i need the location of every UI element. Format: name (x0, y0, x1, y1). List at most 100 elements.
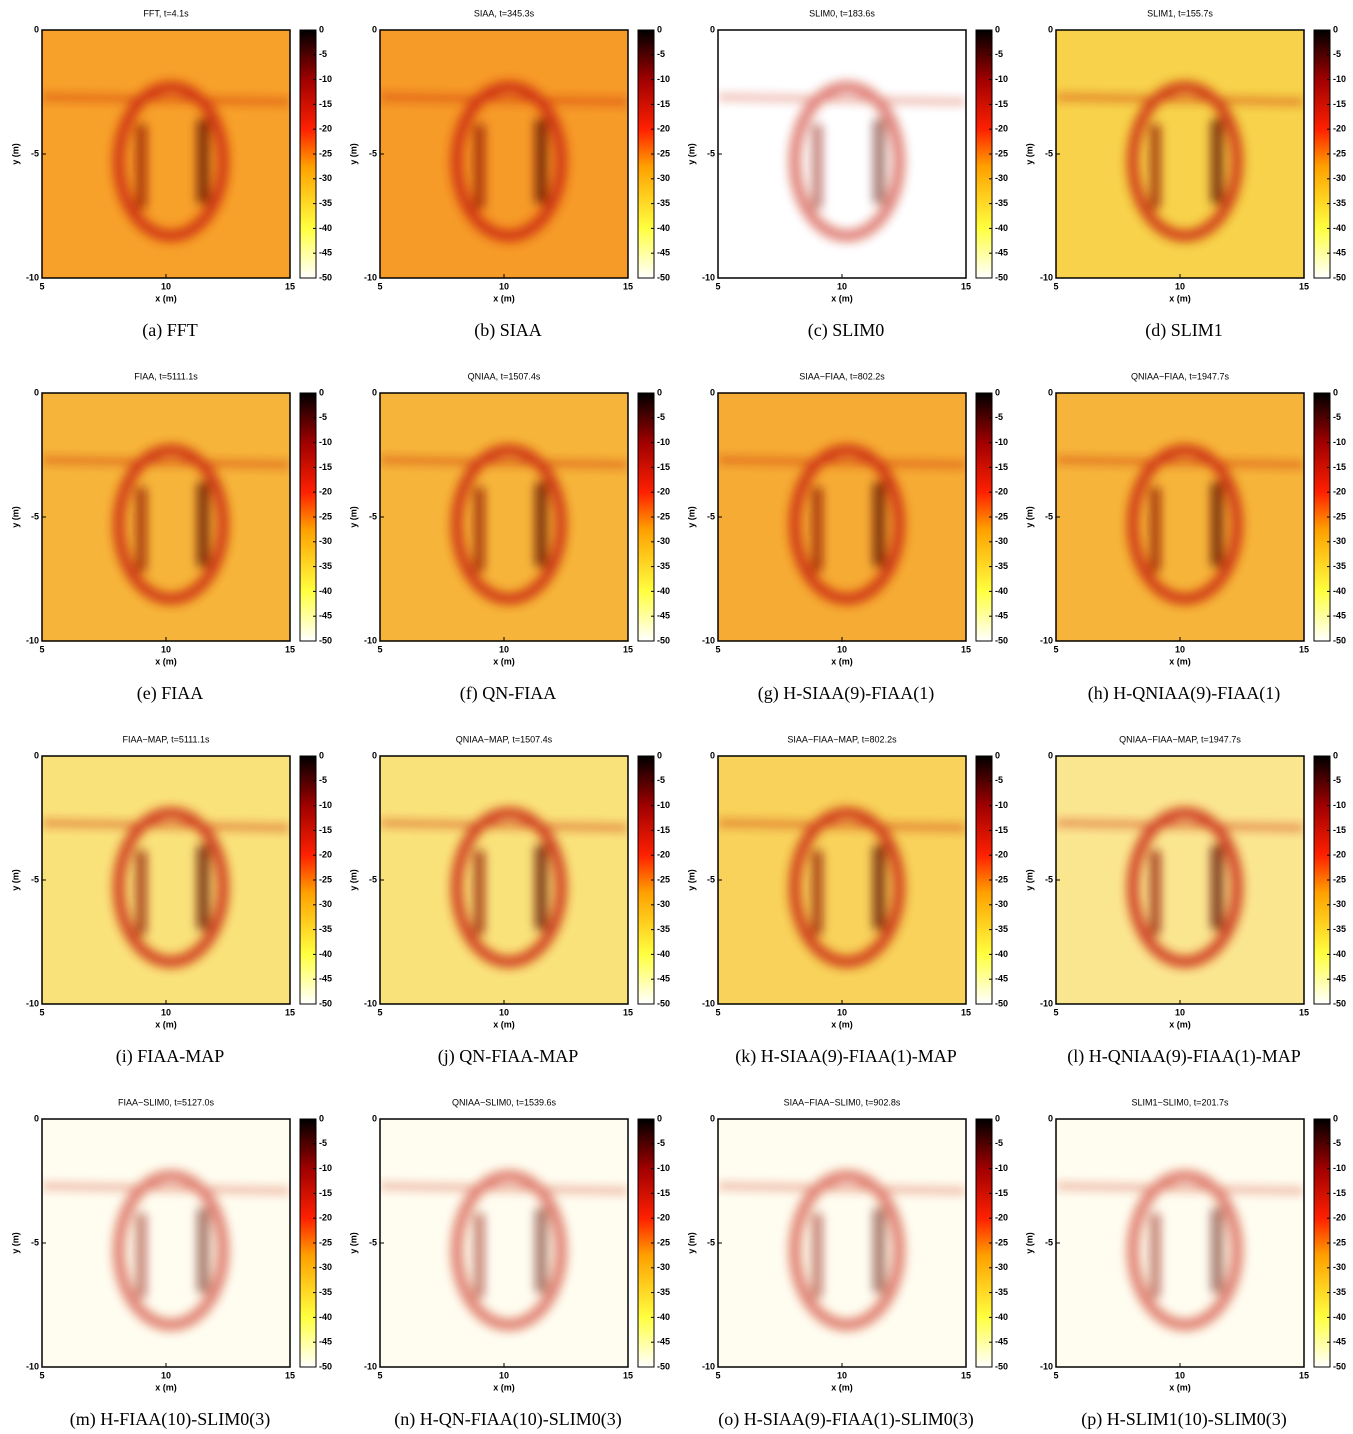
y-axis-label: y (m) (1024, 1232, 1034, 1254)
y-tick-label: 0 (710, 24, 715, 34)
colorbar-tick-label: -5 (995, 775, 1003, 785)
y-tick-label: -10 (26, 635, 39, 645)
colorbar-tick-label: -45 (319, 248, 332, 258)
colorbar-tick-label: -25 (995, 511, 1008, 521)
scene-wall (380, 457, 628, 467)
scene-wall (1056, 820, 1304, 830)
colorbar-tick-label: -15 (657, 1188, 670, 1198)
y-tick-label: -10 (26, 272, 39, 282)
y-axis-label: y (m) (348, 143, 358, 165)
x-tick-label: 15 (623, 1370, 633, 1380)
colorbar-tick-label: -10 (319, 74, 332, 84)
x-tick-label: 10 (1175, 1007, 1185, 1017)
colorbar-tick-label: -20 (657, 850, 670, 860)
colorbar-tick-label: -50 (657, 272, 670, 282)
colorbar-tick-label: -30 (1333, 536, 1346, 546)
scene-wall (718, 457, 966, 467)
y-tick-label: 0 (372, 24, 377, 34)
colorbar-tick-label: -20 (657, 487, 670, 497)
colorbar-tick-label: -45 (995, 1337, 1008, 1347)
scene-body (788, 1170, 906, 1331)
colorbar-tick-label: 0 (319, 750, 324, 760)
colorbar-tick-label: -15 (995, 1188, 1008, 1198)
scene (1056, 1170, 1304, 1331)
x-tick-label: 10 (499, 644, 509, 654)
colorbar-tick-label: -10 (995, 1163, 1008, 1173)
colorbar-tick-label: -20 (657, 124, 670, 134)
x-tick-label: 5 (715, 281, 720, 291)
colorbar-tick-label: -25 (319, 1237, 332, 1247)
x-tick-label: 5 (715, 644, 720, 654)
colorbar-tick-label: -30 (1333, 1262, 1346, 1272)
colorbar-tick-label: 0 (657, 750, 662, 760)
y-axis-label: y (m) (10, 1232, 20, 1254)
colorbar-tick-label: -10 (1333, 800, 1346, 810)
colorbar-tick-label: -45 (319, 974, 332, 984)
x-axis-label: x (m) (1169, 293, 1191, 303)
colorbar-tick-label: -45 (1333, 1337, 1346, 1347)
x-tick-label: 10 (499, 1007, 509, 1017)
colorbar-tick-label: -20 (1333, 1213, 1346, 1223)
scene (380, 444, 628, 605)
colorbar-tick-label: 0 (995, 750, 1000, 760)
y-tick-label: 0 (1048, 387, 1053, 397)
colorbar-tick-label: -50 (995, 635, 1008, 645)
colorbar-tick-label: -40 (1333, 586, 1346, 596)
colorbar-tick-label: -5 (995, 49, 1003, 59)
scene-wall (1056, 94, 1304, 104)
caption: (a) FFT (142, 320, 198, 341)
colorbar-tick-label: -45 (319, 611, 332, 621)
colorbar-tick-label: -50 (995, 1361, 1008, 1371)
colorbar-tick-label: -35 (657, 561, 670, 571)
x-tick-label: 15 (623, 281, 633, 291)
image (380, 393, 628, 641)
x-tick-label: 5 (715, 1007, 720, 1017)
colorbar-tick-label: -15 (319, 99, 332, 109)
colorbar-tick-label: -50 (657, 1361, 670, 1371)
y-tick-label: -10 (702, 1361, 715, 1371)
scene-wall (42, 94, 290, 104)
scene (718, 81, 966, 242)
colorbar-tick-label: 0 (995, 24, 1000, 34)
scene-wall (42, 1183, 290, 1193)
colorbar-tick-label: -45 (995, 974, 1008, 984)
image (380, 30, 628, 278)
scene (42, 1170, 290, 1331)
colorbar-tick-label: -30 (995, 1262, 1008, 1272)
x-tick-label: 15 (623, 644, 633, 654)
colorbar-tick-label: 0 (319, 387, 324, 397)
colorbar-tick-label: -30 (319, 173, 332, 183)
colorbar-tick-label: -20 (657, 1213, 670, 1223)
colorbar-tick-label: 0 (995, 387, 1000, 397)
colorbar-tick-label: -10 (1333, 74, 1346, 84)
colorbar-tick-label: -20 (319, 850, 332, 860)
colorbar-tick-label: -10 (657, 74, 670, 84)
y-tick-label: -10 (1040, 272, 1053, 282)
y-tick-label: 0 (1048, 1113, 1053, 1123)
colorbar-tick-label: -25 (1333, 511, 1346, 521)
y-tick-label: 0 (1048, 750, 1053, 760)
y-tick-label: 0 (710, 1113, 715, 1123)
scene (380, 807, 628, 968)
x-tick-label: 15 (961, 281, 971, 291)
colorbar-tick-label: -50 (657, 635, 670, 645)
colorbar-tick-label: -10 (995, 74, 1008, 84)
colorbar-tick-label: -40 (657, 1312, 670, 1322)
scene-wall (1056, 1183, 1304, 1193)
y-axis-label: y (m) (348, 869, 358, 891)
colorbar-tick-label: -45 (1333, 248, 1346, 258)
colorbar-tick-label: -50 (319, 1361, 332, 1371)
colorbar-tick-label: -25 (319, 511, 332, 521)
x-axis-label: x (m) (493, 1019, 515, 1029)
x-tick-label: 5 (1053, 1007, 1058, 1017)
scene (380, 1170, 628, 1331)
x-tick-label: 15 (1299, 1370, 1309, 1380)
colorbar-tick-label: -20 (1333, 124, 1346, 134)
colorbar-tick-label: -30 (995, 173, 1008, 183)
y-tick-label: -5 (369, 1237, 377, 1247)
colorbar-tick-label: -5 (319, 775, 327, 785)
colorbar-tick-label: 0 (1333, 750, 1338, 760)
scene (1056, 81, 1304, 242)
caption: (b) SIAA (474, 320, 542, 341)
colorbar-tick-label: -40 (995, 949, 1008, 959)
